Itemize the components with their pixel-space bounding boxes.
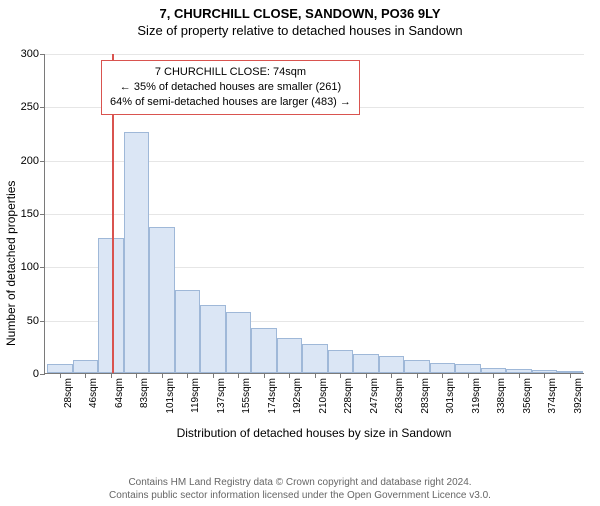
y-tick-mark bbox=[40, 161, 45, 162]
x-tick-mark bbox=[85, 373, 86, 378]
x-tick-mark bbox=[136, 373, 137, 378]
histogram-bar bbox=[73, 360, 99, 373]
x-tick-label: 119sqm bbox=[190, 378, 201, 413]
histogram-bar bbox=[98, 238, 124, 373]
y-tick-mark bbox=[40, 267, 45, 268]
x-tick-mark bbox=[442, 373, 443, 378]
histogram-bar bbox=[47, 364, 73, 373]
histogram-bar bbox=[430, 363, 456, 373]
histogram-bar bbox=[200, 305, 226, 373]
x-tick-mark bbox=[544, 373, 545, 378]
x-tick-mark bbox=[111, 373, 112, 378]
x-tick-label: 338sqm bbox=[496, 378, 507, 414]
x-tick-mark bbox=[493, 373, 494, 378]
x-tick-mark bbox=[289, 373, 290, 378]
x-tick-label: 247sqm bbox=[369, 378, 380, 414]
info-line-1: 7 CHURCHILL CLOSE: 74sqm bbox=[110, 65, 351, 80]
x-tick-label: 263sqm bbox=[394, 378, 405, 414]
histogram-bar bbox=[302, 344, 328, 373]
y-tick-label: 250 bbox=[9, 101, 39, 113]
x-tick-label: 83sqm bbox=[139, 378, 150, 408]
x-tick-mark bbox=[264, 373, 265, 378]
x-tick-mark bbox=[417, 373, 418, 378]
histogram-bar bbox=[455, 364, 481, 373]
property-info-box: 7 CHURCHILL CLOSE: 74sqm← 35% of detache… bbox=[101, 60, 360, 115]
footer-line-2: Contains public sector information licen… bbox=[0, 489, 600, 502]
y-tick-mark bbox=[40, 54, 45, 55]
x-tick-mark bbox=[60, 373, 61, 378]
histogram-bar bbox=[277, 338, 303, 373]
x-tick-mark bbox=[162, 373, 163, 378]
x-tick-mark bbox=[315, 373, 316, 378]
y-tick-label: 300 bbox=[9, 48, 39, 60]
histogram-bar bbox=[124, 132, 150, 373]
info-line-3: 64% of semi-detached houses are larger (… bbox=[110, 95, 351, 110]
x-tick-label: 174sqm bbox=[267, 378, 278, 414]
y-tick-label: 100 bbox=[9, 261, 39, 273]
histogram-bar bbox=[149, 227, 175, 373]
x-tick-mark bbox=[187, 373, 188, 378]
y-tick-mark bbox=[40, 374, 45, 375]
info-line-2: ← 35% of detached houses are smaller (26… bbox=[110, 80, 351, 95]
x-tick-label: 210sqm bbox=[318, 378, 329, 414]
y-tick-label: 150 bbox=[9, 208, 39, 220]
histogram-bar bbox=[404, 360, 430, 373]
y-tick-label: 50 bbox=[9, 315, 39, 327]
grid-line bbox=[45, 54, 584, 55]
x-tick-label: 374sqm bbox=[547, 378, 558, 414]
x-tick-mark bbox=[366, 373, 367, 378]
x-tick-mark bbox=[468, 373, 469, 378]
histogram-bar bbox=[251, 328, 277, 373]
x-tick-label: 137sqm bbox=[216, 378, 227, 414]
histogram-bar bbox=[353, 354, 379, 373]
x-tick-label: 301sqm bbox=[445, 378, 456, 414]
x-tick-label: 28sqm bbox=[63, 378, 74, 408]
footer-attribution: Contains HM Land Registry data © Crown c… bbox=[0, 476, 600, 502]
chart-title: 7, CHURCHILL CLOSE, SANDOWN, PO36 9LY bbox=[0, 6, 600, 21]
x-tick-label: 64sqm bbox=[114, 378, 125, 408]
y-tick-mark bbox=[40, 321, 45, 322]
x-tick-label: 192sqm bbox=[292, 378, 303, 414]
footer-line-1: Contains HM Land Registry data © Crown c… bbox=[0, 476, 600, 489]
x-tick-label: 392sqm bbox=[573, 378, 584, 414]
y-tick-label: 0 bbox=[9, 368, 39, 380]
histogram-bar bbox=[175, 290, 201, 373]
chart-area: 05010015020025030028sqm46sqm64sqm83sqm10… bbox=[44, 54, 584, 424]
x-tick-mark bbox=[570, 373, 571, 378]
x-tick-label: 356sqm bbox=[522, 378, 533, 414]
y-tick-mark bbox=[40, 107, 45, 108]
histogram-bar bbox=[379, 356, 405, 373]
plot-area: 05010015020025030028sqm46sqm64sqm83sqm10… bbox=[44, 54, 584, 374]
x-tick-mark bbox=[238, 373, 239, 378]
y-tick-label: 200 bbox=[9, 155, 39, 167]
x-tick-label: 228sqm bbox=[343, 378, 354, 414]
y-tick-mark bbox=[40, 214, 45, 215]
x-tick-mark bbox=[391, 373, 392, 378]
chart-subtitle: Size of property relative to detached ho… bbox=[0, 23, 600, 38]
histogram-bar bbox=[226, 312, 252, 373]
x-tick-mark bbox=[519, 373, 520, 378]
histogram-bar bbox=[328, 350, 354, 373]
x-tick-label: 283sqm bbox=[420, 378, 431, 414]
x-tick-label: 319sqm bbox=[471, 378, 482, 414]
x-tick-label: 155sqm bbox=[241, 378, 252, 414]
x-tick-label: 101sqm bbox=[165, 378, 176, 414]
x-tick-mark bbox=[340, 373, 341, 378]
x-tick-mark bbox=[213, 373, 214, 378]
x-tick-label: 46sqm bbox=[88, 378, 99, 408]
